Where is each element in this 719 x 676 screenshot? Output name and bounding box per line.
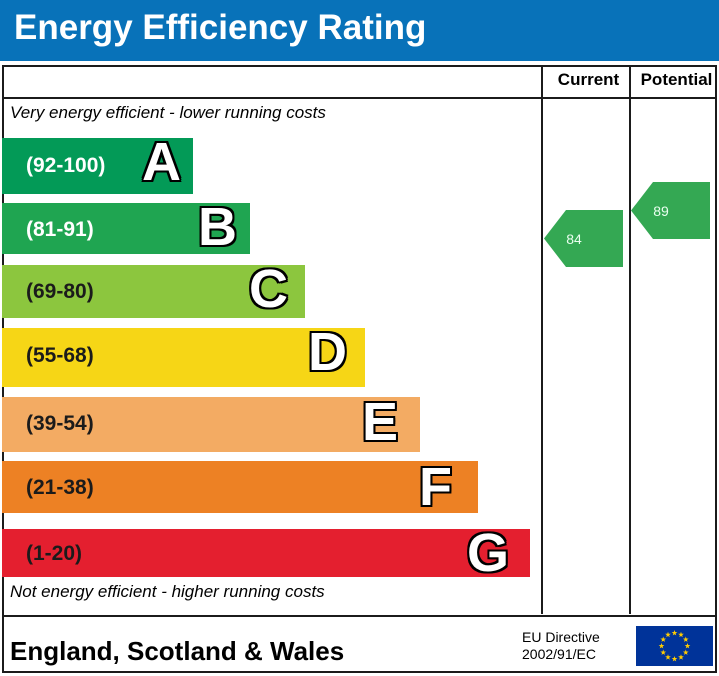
svg-text:89: 89: [653, 203, 669, 219]
svg-text:84: 84: [566, 231, 582, 247]
